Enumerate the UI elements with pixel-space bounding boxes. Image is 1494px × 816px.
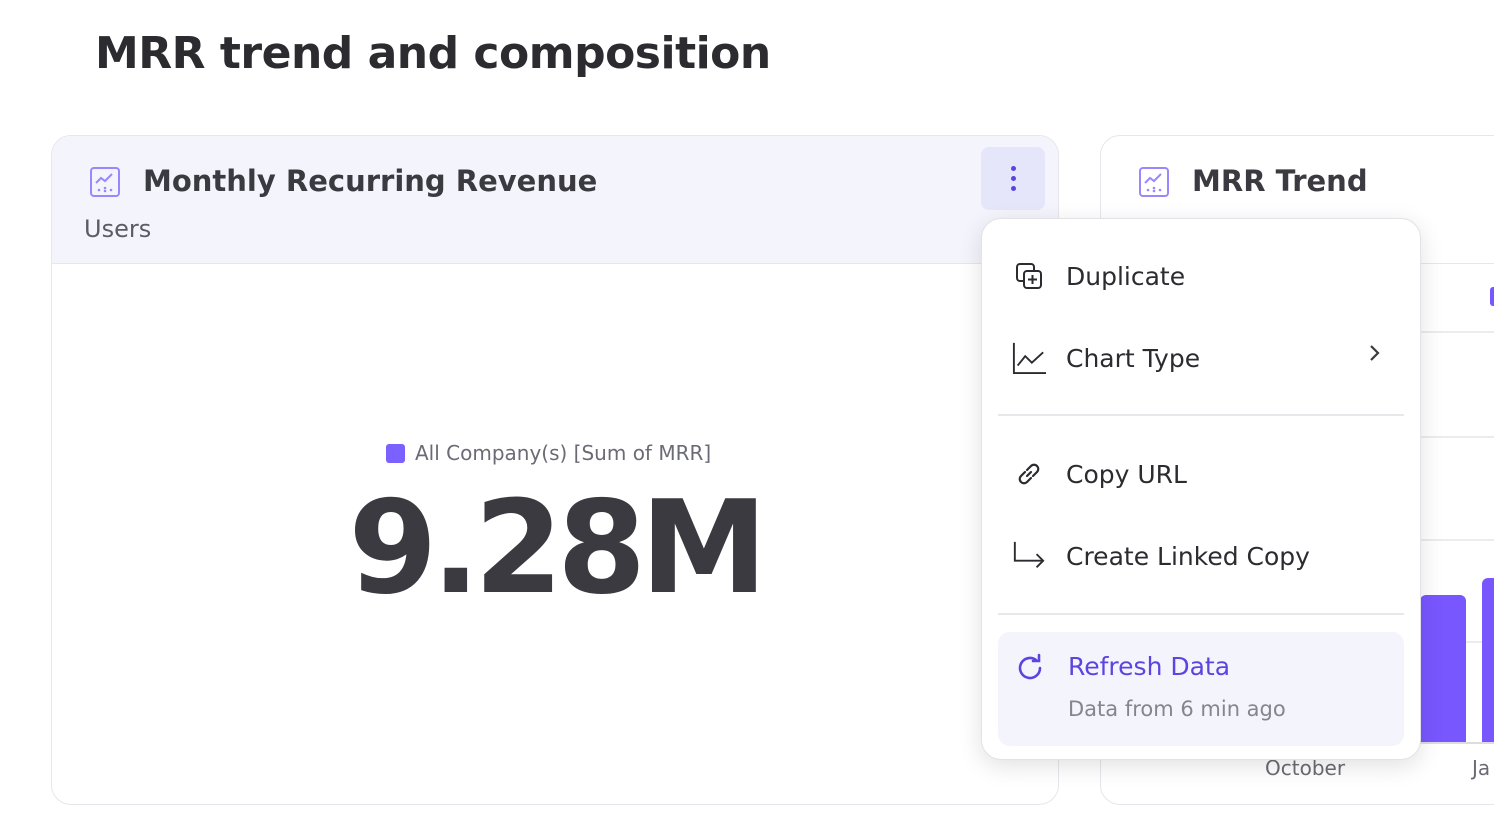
more-options-button[interactable] xyxy=(981,147,1045,210)
menu-divider xyxy=(998,414,1404,416)
mrr-card: Monthly Recurring Revenue Users All Comp… xyxy=(51,135,1059,805)
legend-item: All Company(s) [Sum of MRR] xyxy=(386,441,711,465)
x-tick-label: October xyxy=(1265,756,1346,780)
menu-item-create-linked-copy[interactable]: Create Linked Copy xyxy=(998,526,1404,586)
line-chart-icon xyxy=(90,167,120,197)
bar[interactable] xyxy=(1482,578,1494,742)
metric-value: 9.28M xyxy=(348,474,767,623)
refresh-label: Refresh Data xyxy=(1068,652,1231,681)
card-title[interactable]: MRR Trend xyxy=(1192,164,1368,198)
menu-item-refresh-data[interactable]: Refresh Data Data from 6 min ago xyxy=(998,632,1404,746)
card-subtitle: Users xyxy=(84,215,152,243)
duplicate-icon xyxy=(1012,259,1046,293)
legend-swatch xyxy=(1490,287,1494,306)
menu-item-label: Duplicate xyxy=(1066,261,1186,291)
menu-divider xyxy=(998,613,1404,615)
line-chart-icon xyxy=(1139,167,1169,197)
menu-item-label: Copy URL xyxy=(1066,459,1187,489)
legend-swatch xyxy=(386,443,405,463)
link-icon xyxy=(1012,457,1046,491)
refresh-icon xyxy=(1014,652,1046,688)
page-title: MRR trend and composition xyxy=(95,28,771,79)
menu-item-label: Create Linked Copy xyxy=(1066,541,1310,571)
line-chart-icon xyxy=(1012,341,1046,375)
menu-item-copy-url[interactable]: Copy URL xyxy=(998,444,1404,504)
menu-item-chart-type[interactable]: Chart Type xyxy=(998,328,1404,388)
card-title[interactable]: Monthly Recurring Revenue xyxy=(143,164,598,198)
refresh-status: Data from 6 min ago xyxy=(1068,697,1286,721)
chevron-right-icon xyxy=(1368,342,1382,368)
x-tick-label: Ja xyxy=(1472,756,1491,780)
legend-label: All Company(s) [Sum of MRR] xyxy=(415,441,712,465)
bar[interactable] xyxy=(1420,595,1466,742)
menu-item-duplicate[interactable]: Duplicate xyxy=(998,246,1404,306)
arrow-turn-right-icon xyxy=(1012,539,1046,573)
options-menu: Duplicate Chart Type Copy URL Create Lin… xyxy=(981,218,1421,760)
menu-item-label: Chart Type xyxy=(1066,343,1201,373)
card-header: Monthly Recurring Revenue Users xyxy=(52,136,1058,264)
